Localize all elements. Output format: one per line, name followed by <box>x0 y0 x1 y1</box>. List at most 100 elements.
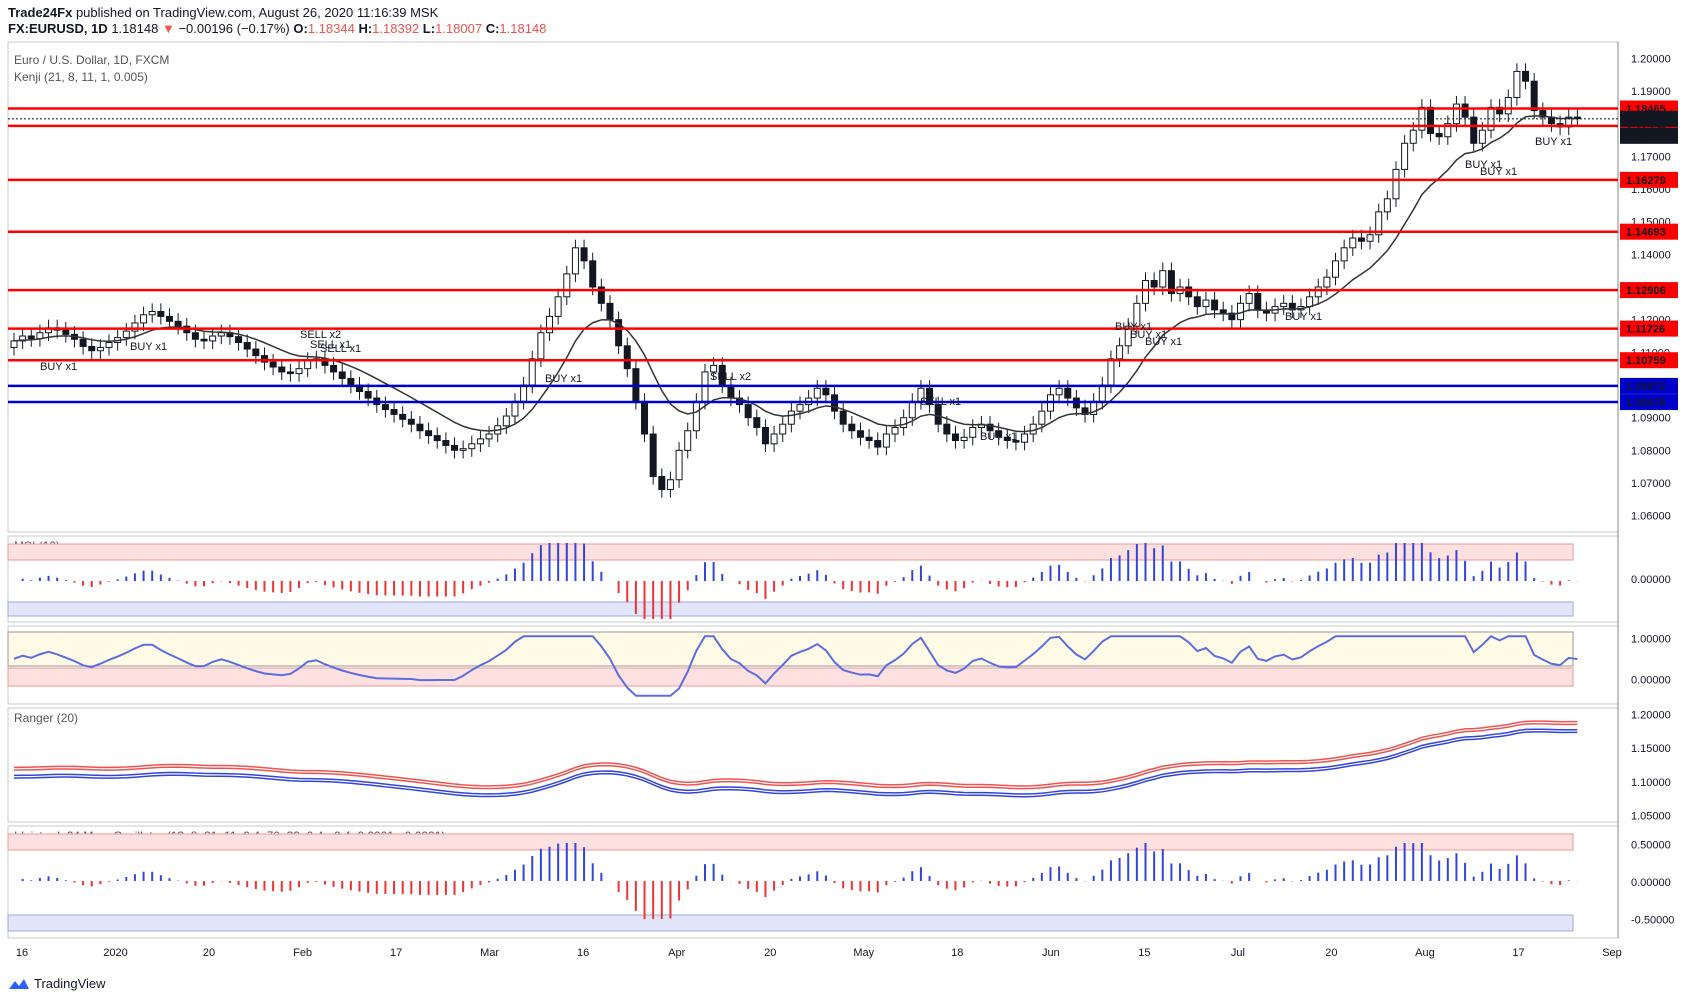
last-price: 1.18148 <box>111 21 159 36</box>
candle-body <box>502 415 510 427</box>
level-price-label: 1.12906 <box>1626 285 1666 297</box>
high-value: 1.18392 <box>372 21 420 36</box>
candle-body <box>589 260 597 288</box>
candle-body <box>451 444 459 451</box>
buy-signal-label: BUY x1 <box>130 341 167 353</box>
ranger-band-line <box>13 723 1578 790</box>
candle-body <box>520 384 528 402</box>
buy-signal-label: BUY x1 <box>1535 136 1572 148</box>
open-value: 1.18344 <box>307 21 355 36</box>
time-tick-label: 16 <box>16 947 28 959</box>
candle-body <box>744 404 752 419</box>
indicator-tick-label: 0.00000 <box>1631 877 1671 889</box>
kenji-ma-line <box>13 115 1578 433</box>
time-tick-label: 17 <box>1512 947 1524 959</box>
candle-body <box>1470 116 1478 144</box>
price-tick-label: 1.19000 <box>1631 86 1671 98</box>
buy-signal-label: BUY x1 <box>1145 336 1182 348</box>
candle-body <box>1383 198 1391 213</box>
level-price-label: 1.14693 <box>1626 227 1666 239</box>
footer: TradingView <box>8 976 106 991</box>
buy-signal-label: BUY x1 <box>545 373 582 385</box>
ranger-band-line <box>13 720 1578 787</box>
countdown-badge <box>1620 127 1678 144</box>
candle-body <box>381 404 389 411</box>
candle-body <box>822 387 830 396</box>
candle-body <box>839 410 847 425</box>
indicator-tick-label: -0.50000 <box>1631 914 1674 926</box>
candle-body <box>1357 237 1365 242</box>
main-pane-title: Euro / U.S. Dollar, 1D, FXCM <box>14 53 169 67</box>
candle-body <box>399 413 407 420</box>
level-price-label: 1.16279 <box>1626 175 1666 187</box>
candle-body <box>364 391 372 399</box>
candle-body <box>770 433 778 445</box>
candle-body <box>1098 384 1106 402</box>
candle-body <box>615 319 623 347</box>
sell-signal-label: SELL x2 <box>710 371 751 383</box>
down-arrow-icon: ▼ <box>161 21 175 36</box>
candle-body <box>1323 276 1331 288</box>
candle-body <box>191 332 199 340</box>
mega-upper-band <box>7 833 1574 851</box>
candle-body <box>442 440 450 446</box>
candle-body <box>1107 358 1115 386</box>
candle-body <box>1193 296 1201 308</box>
candle-body <box>1202 299 1210 308</box>
candle-body <box>235 336 243 344</box>
time-tick-label: May <box>853 947 874 959</box>
indicator-tick-label: 0.00000 <box>1631 674 1671 686</box>
candle-body <box>779 423 787 435</box>
footer-brand[interactable]: TradingView <box>34 976 106 991</box>
symbol-label: FX:EURUSD, 1D <box>8 21 108 36</box>
level-price-badge <box>1620 377 1678 394</box>
indicator-tick-label: 1.15000 <box>1631 743 1671 755</box>
time-tick-label: 15 <box>1138 947 1150 959</box>
time-tick-label: 20 <box>1325 947 1337 959</box>
candle-body <box>1314 286 1322 298</box>
candle-body <box>209 335 217 342</box>
candle-body <box>459 448 467 451</box>
candle-body <box>511 400 519 417</box>
candle-body <box>1064 387 1072 399</box>
candle-body <box>157 311 165 317</box>
time-tick-label: 17 <box>390 947 402 959</box>
msi-overbought-band <box>7 543 1574 561</box>
sell-signal-label: SELL x2 <box>300 329 341 341</box>
indicator-tick-label: 1.00000 <box>1631 633 1671 645</box>
buy-signal-label: BUY x1 <box>1465 159 1502 171</box>
candle-body <box>969 426 977 438</box>
candle-body <box>468 443 476 450</box>
candle-body <box>865 436 873 442</box>
candle-body <box>641 400 649 435</box>
candle-body <box>304 360 312 370</box>
candle-body <box>796 404 804 412</box>
candle-body <box>623 345 631 370</box>
low-label: L: <box>422 21 436 36</box>
candle-body <box>1452 103 1460 125</box>
price-tick-label: 1.14000 <box>1631 249 1671 261</box>
time-tick-label: Sep <box>1602 947 1622 959</box>
level-price-badge <box>1620 171 1678 188</box>
level-price-label: 1.09478 <box>1626 397 1666 409</box>
mega-lower-band <box>7 914 1574 932</box>
candle-body <box>1280 302 1288 308</box>
candle-body <box>1150 279 1158 288</box>
candle-body <box>252 348 260 357</box>
level-price-badge <box>1620 352 1678 369</box>
candle-body <box>140 314 148 324</box>
candle-body <box>986 423 994 432</box>
ohlc-header: FX:EURUSD, 1D 1.18148 ▼ −0.00196 (−0.17%… <box>8 21 546 36</box>
candle-body <box>278 366 286 373</box>
tdi-lower-band <box>7 667 1574 687</box>
publisher-name[interactable]: Trade24Fx <box>8 5 73 20</box>
candle-body <box>347 377 355 386</box>
candle-body <box>761 426 769 445</box>
candle-body <box>813 387 821 399</box>
candle-body <box>390 409 398 415</box>
price-tick-label: 1.17000 <box>1631 151 1671 163</box>
candle-body <box>27 335 35 340</box>
candle-body <box>666 479 674 491</box>
candle-body <box>485 433 493 440</box>
